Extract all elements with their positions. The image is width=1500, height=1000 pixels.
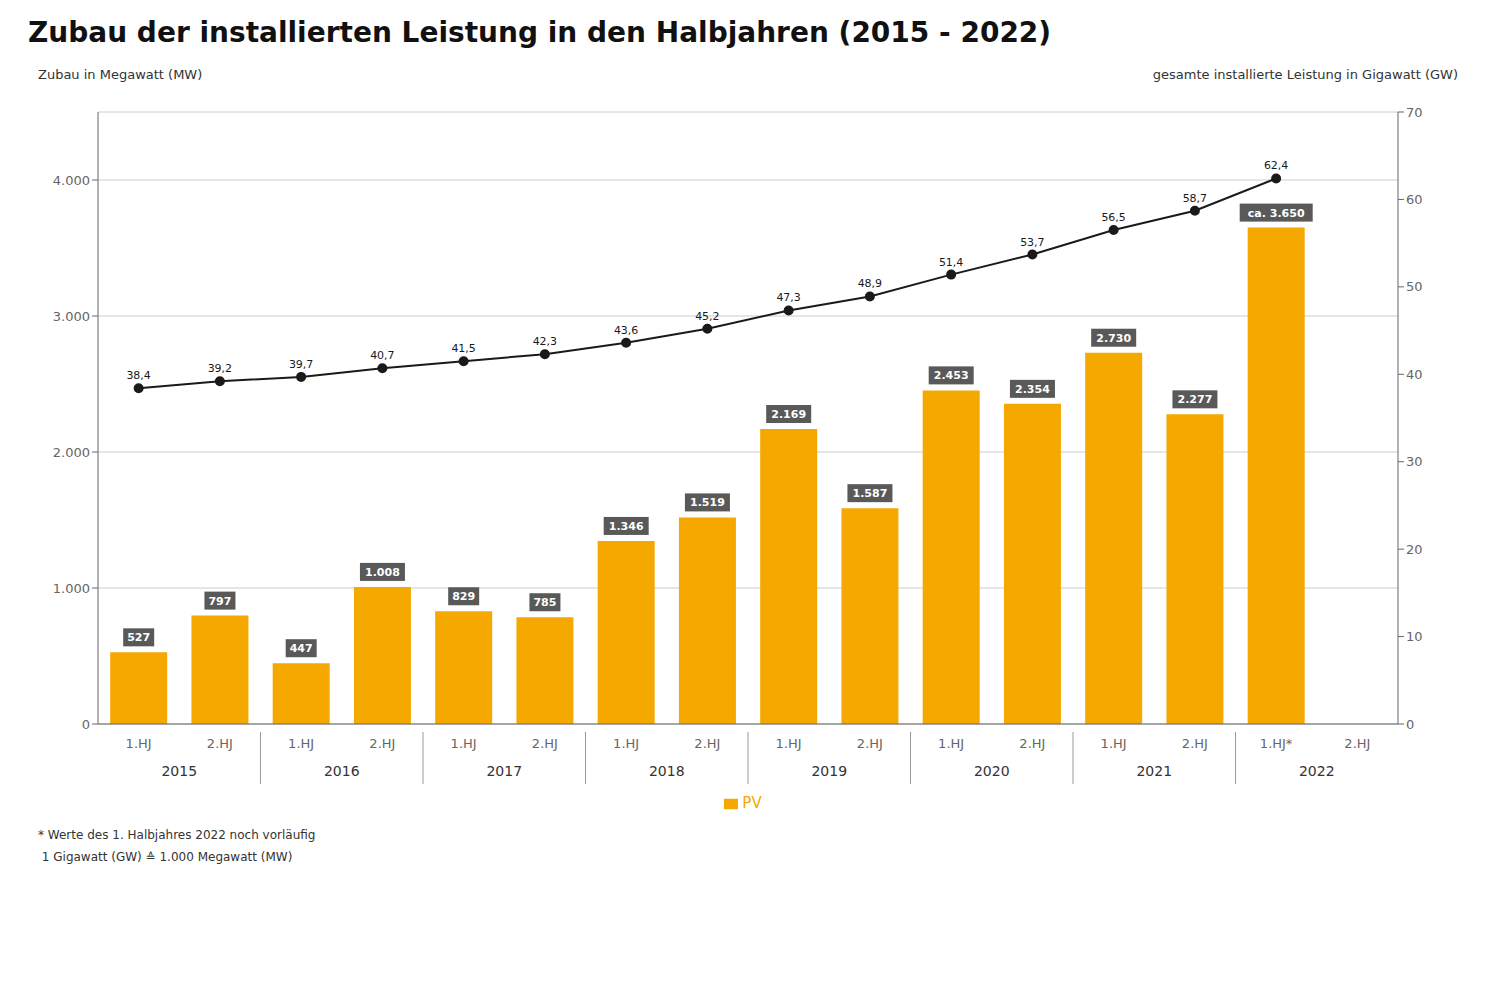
svg-text:1.HJ: 1.HJ [776,736,802,751]
svg-text:527: 527 [127,631,150,644]
svg-text:0: 0 [82,717,90,732]
svg-text:2.HJ: 2.HJ [369,736,395,751]
svg-text:38,4: 38,4 [126,369,151,382]
svg-text:50: 50 [1406,279,1423,294]
svg-text:2.HJ: 2.HJ [532,736,558,751]
svg-text:1.HJ: 1.HJ [1101,736,1127,751]
svg-text:2.HJ: 2.HJ [1344,736,1370,751]
svg-text:1.519: 1.519 [690,496,725,509]
svg-text:45,2: 45,2 [695,310,720,323]
svg-text:2020: 2020 [974,763,1010,779]
svg-text:1.000: 1.000 [53,581,90,596]
svg-text:1.587: 1.587 [853,487,888,500]
svg-text:0: 0 [1406,717,1414,732]
svg-text:2017: 2017 [486,763,522,779]
svg-text:2015: 2015 [161,763,197,779]
svg-text:1.HJ: 1.HJ [613,736,639,751]
svg-text:829: 829 [452,590,475,603]
svg-text:2.277: 2.277 [1178,393,1213,406]
svg-text:2018: 2018 [649,763,685,779]
svg-text:40: 40 [1406,367,1423,382]
html-text:Zubau der installierten Leistu: Zubau der installierten Leistung in den … [28,16,1052,49]
svg-text:447: 447 [290,642,313,655]
svg-text:ca. 3.650: ca. 3.650 [1248,207,1305,220]
svg-text:62,4: 62,4 [1264,159,1289,172]
svg-text:39,2: 39,2 [208,362,233,375]
html-text:PV: PV [742,794,762,812]
svg-text:2.169: 2.169 [771,408,806,421]
svg-text:3.000: 3.000 [53,309,90,324]
svg-text:47,3: 47,3 [776,291,801,304]
svg-text:2.730: 2.730 [1096,332,1131,345]
svg-text:60: 60 [1406,192,1423,207]
svg-text:797: 797 [208,595,231,608]
html-text:1 Gigawatt (GW) ≙ 1.000 Megawa: 1 Gigawatt (GW) ≙ 1.000 Megawatt (MW) [38,850,293,864]
svg-text:70: 70 [1406,105,1423,120]
svg-text:1.346: 1.346 [609,520,644,533]
svg-text:2.354: 2.354 [1015,383,1050,396]
svg-text:2022: 2022 [1299,763,1335,779]
svg-text:53,7: 53,7 [1020,236,1045,249]
svg-text:1.HJ: 1.HJ [126,736,152,751]
svg-text:10: 10 [1406,629,1423,644]
html-text:* Werte des 1. Halbjahres 2022: * Werte des 1. Halbjahres 2022 noch vorl… [38,828,316,842]
svg-text:2.HJ: 2.HJ [1182,736,1208,751]
svg-text:2.453: 2.453 [934,369,969,382]
svg-text:1.008: 1.008 [365,566,400,579]
svg-text:42,3: 42,3 [533,335,558,348]
svg-text:2.HJ: 2.HJ [857,736,883,751]
svg-text:40,7: 40,7 [370,349,395,362]
svg-text:1.HJ: 1.HJ [451,736,477,751]
svg-text:1.HJ: 1.HJ [288,736,314,751]
svg-text:4.000: 4.000 [53,173,90,188]
svg-text:43,6: 43,6 [614,324,639,337]
svg-text:41,5: 41,5 [451,342,476,355]
html-text:Zubau in Megawatt (MW): Zubau in Megawatt (MW) [38,67,203,82]
svg-text:2021: 2021 [1136,763,1172,779]
svg-text:2.HJ: 2.HJ [694,736,720,751]
svg-text:39,7: 39,7 [289,358,314,371]
svg-text:1.HJ: 1.HJ [938,736,964,751]
svg-text:2.HJ: 2.HJ [1019,736,1045,751]
svg-text:56,5: 56,5 [1101,211,1126,224]
svg-text:20: 20 [1406,542,1423,557]
svg-text:2.HJ: 2.HJ [207,736,233,751]
svg-text:2.000: 2.000 [53,445,90,460]
svg-text:1.HJ*: 1.HJ* [1260,736,1293,751]
svg-text:30: 30 [1406,454,1423,469]
svg-text:2019: 2019 [811,763,847,779]
svg-text:2016: 2016 [324,763,360,779]
html-text:gesamte installierte Leistung: gesamte installierte Leistung in Gigawat… [1152,67,1458,82]
svg-text:48,9: 48,9 [858,277,883,290]
svg-text:58,7: 58,7 [1183,192,1208,205]
svg-text:51,4: 51,4 [939,256,964,269]
svg-text:785: 785 [533,596,556,609]
